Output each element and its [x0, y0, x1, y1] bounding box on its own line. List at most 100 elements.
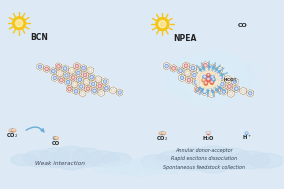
Polygon shape: [233, 85, 240, 93]
Circle shape: [52, 70, 55, 73]
Polygon shape: [57, 70, 63, 77]
Circle shape: [218, 69, 221, 71]
Circle shape: [64, 68, 66, 69]
Ellipse shape: [240, 63, 265, 91]
Circle shape: [201, 72, 216, 88]
Ellipse shape: [249, 153, 283, 168]
Circle shape: [197, 89, 199, 90]
Circle shape: [75, 90, 77, 92]
Polygon shape: [206, 83, 213, 91]
Circle shape: [213, 78, 214, 80]
Circle shape: [199, 70, 201, 71]
Polygon shape: [103, 85, 110, 92]
Circle shape: [210, 93, 213, 95]
Circle shape: [212, 76, 213, 77]
Circle shape: [219, 69, 220, 71]
Circle shape: [208, 85, 211, 88]
Polygon shape: [51, 74, 58, 82]
Circle shape: [215, 81, 216, 83]
Circle shape: [98, 85, 101, 88]
Circle shape: [209, 131, 211, 133]
Circle shape: [208, 69, 220, 81]
Circle shape: [74, 84, 75, 85]
Circle shape: [87, 88, 89, 90]
Circle shape: [94, 90, 95, 92]
Ellipse shape: [160, 65, 183, 91]
Polygon shape: [198, 74, 205, 81]
Circle shape: [216, 88, 218, 90]
Circle shape: [93, 89, 96, 92]
Circle shape: [56, 137, 58, 139]
Ellipse shape: [214, 148, 250, 170]
Circle shape: [249, 92, 252, 95]
Polygon shape: [74, 62, 80, 70]
Polygon shape: [193, 78, 199, 86]
Circle shape: [205, 71, 208, 74]
Circle shape: [104, 81, 106, 82]
Circle shape: [66, 81, 70, 84]
Circle shape: [194, 74, 195, 76]
Circle shape: [54, 77, 55, 79]
Circle shape: [78, 72, 79, 74]
Ellipse shape: [214, 53, 240, 93]
Circle shape: [202, 79, 205, 82]
Polygon shape: [226, 83, 233, 90]
Circle shape: [91, 76, 93, 78]
Circle shape: [53, 137, 56, 139]
Polygon shape: [85, 85, 91, 92]
Circle shape: [185, 65, 187, 67]
Ellipse shape: [226, 59, 254, 92]
Polygon shape: [202, 61, 209, 69]
Circle shape: [173, 67, 174, 69]
Circle shape: [39, 65, 41, 68]
Text: CO$_2$: CO$_2$: [156, 134, 168, 143]
Polygon shape: [82, 71, 88, 79]
Ellipse shape: [183, 61, 234, 98]
Circle shape: [72, 77, 74, 78]
Ellipse shape: [105, 162, 130, 174]
Circle shape: [172, 67, 175, 70]
Circle shape: [249, 92, 251, 94]
Ellipse shape: [95, 164, 116, 174]
Circle shape: [71, 70, 72, 71]
Circle shape: [16, 20, 23, 27]
Polygon shape: [87, 67, 93, 74]
Circle shape: [211, 93, 212, 95]
Circle shape: [89, 70, 91, 71]
Polygon shape: [75, 69, 82, 77]
Circle shape: [60, 79, 62, 81]
Circle shape: [228, 85, 231, 88]
Polygon shape: [224, 75, 231, 83]
Ellipse shape: [143, 160, 167, 174]
Polygon shape: [184, 69, 191, 77]
Circle shape: [207, 78, 210, 81]
Polygon shape: [227, 90, 234, 98]
Circle shape: [70, 69, 73, 72]
Text: Annular donor-acceptor: Annular donor-acceptor: [175, 148, 233, 153]
Circle shape: [65, 74, 68, 77]
Circle shape: [186, 72, 189, 74]
Polygon shape: [205, 76, 212, 84]
Circle shape: [204, 81, 216, 93]
Circle shape: [104, 80, 106, 83]
Circle shape: [119, 92, 120, 93]
Ellipse shape: [102, 153, 131, 166]
Circle shape: [67, 81, 69, 83]
Polygon shape: [218, 73, 224, 81]
Polygon shape: [91, 87, 98, 94]
Ellipse shape: [186, 52, 211, 95]
Polygon shape: [194, 86, 201, 93]
Circle shape: [192, 67, 194, 69]
Circle shape: [243, 90, 244, 92]
Polygon shape: [208, 90, 215, 98]
Polygon shape: [83, 78, 90, 85]
Circle shape: [215, 88, 218, 91]
Ellipse shape: [154, 162, 179, 174]
Polygon shape: [210, 71, 217, 79]
Circle shape: [242, 90, 245, 92]
Circle shape: [201, 77, 202, 78]
Circle shape: [98, 79, 99, 80]
Polygon shape: [73, 88, 79, 95]
Circle shape: [196, 88, 199, 91]
Polygon shape: [97, 82, 103, 90]
